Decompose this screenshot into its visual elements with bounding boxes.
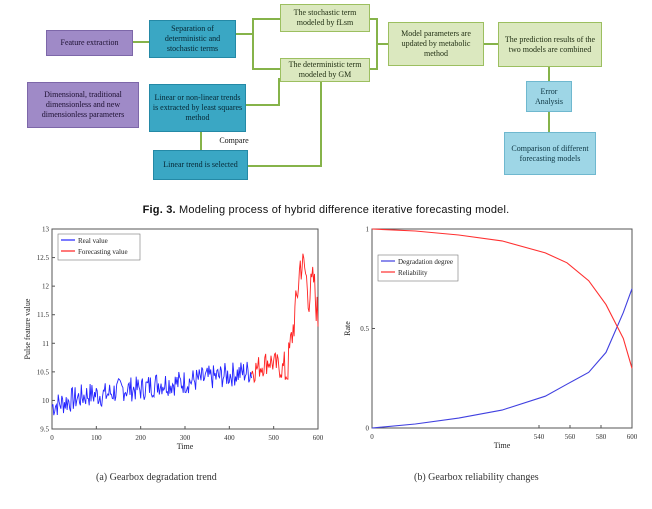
y-tick-label: 9.5 bbox=[40, 426, 49, 434]
caption-b: (b) Gearbox reliability changes bbox=[414, 472, 539, 483]
x-axis-label: Time bbox=[177, 442, 194, 451]
x-tick-label: 0 bbox=[50, 434, 54, 442]
legend-label: Degradation degree bbox=[398, 258, 453, 266]
y-tick-label: 10.5 bbox=[37, 368, 50, 376]
y-tick-label: 13 bbox=[42, 226, 50, 234]
x-tick-label: 540 bbox=[534, 433, 545, 441]
x-tick-label: 400 bbox=[224, 434, 235, 442]
x-tick-label: 200 bbox=[135, 434, 146, 442]
x-tick-label: 600 bbox=[313, 434, 324, 442]
x-tick-label: 600 bbox=[627, 433, 638, 441]
x-axis-label: Time bbox=[494, 441, 511, 450]
y-tick-label: 12 bbox=[42, 283, 50, 291]
y-tick-label: 11 bbox=[42, 340, 49, 348]
legend-label: Reliability bbox=[398, 269, 428, 277]
caption-a: (a) Gearbox degradation trend bbox=[96, 472, 217, 483]
y-tick-label: 12.5 bbox=[37, 254, 50, 262]
x-tick-label: 560 bbox=[565, 433, 576, 441]
x-tick-label: 300 bbox=[180, 434, 191, 442]
x-tick-label: 100 bbox=[91, 434, 102, 442]
y-tick-label: 10 bbox=[42, 397, 50, 405]
y-axis-label: Pulse feature value bbox=[23, 298, 32, 359]
x-tick-label: 500 bbox=[268, 434, 279, 442]
y-axis-label: Rate bbox=[343, 321, 352, 336]
y-tick-label: 0.5 bbox=[360, 325, 369, 333]
legend-label: Real value bbox=[78, 237, 108, 245]
legend-label: Forecasting value bbox=[78, 248, 128, 256]
x-tick-label: 0 bbox=[370, 433, 374, 441]
y-tick-label: 1 bbox=[366, 226, 370, 234]
y-tick-label: 11.5 bbox=[37, 311, 49, 319]
x-tick-label: 580 bbox=[596, 433, 607, 441]
y-tick-label: 0 bbox=[366, 425, 370, 433]
